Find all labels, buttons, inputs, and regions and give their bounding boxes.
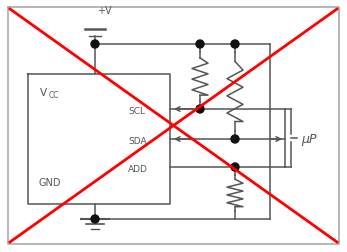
Circle shape — [196, 106, 204, 114]
Circle shape — [231, 136, 239, 143]
Text: ADD: ADD — [128, 164, 148, 173]
Circle shape — [196, 41, 204, 49]
Text: CC: CC — [49, 91, 59, 100]
Text: μP: μP — [301, 132, 316, 145]
Text: GND: GND — [38, 177, 60, 187]
Circle shape — [231, 41, 239, 49]
Circle shape — [91, 215, 99, 223]
Circle shape — [91, 41, 99, 49]
Text: +V: +V — [97, 6, 112, 16]
Text: SCL: SCL — [128, 106, 145, 115]
Circle shape — [231, 163, 239, 171]
Text: SDA: SDA — [128, 136, 147, 145]
Text: V: V — [40, 88, 47, 98]
